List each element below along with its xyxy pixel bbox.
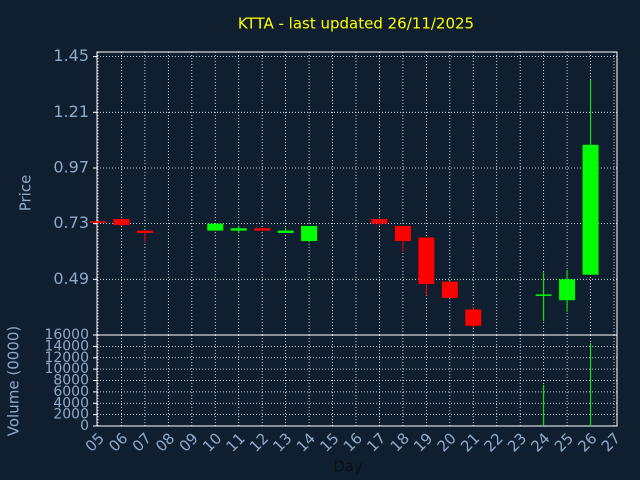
candle-body — [230, 228, 247, 231]
y-tick-label: 6000 — [53, 384, 89, 400]
candle-body — [465, 309, 482, 326]
y-tick-label: 1.45 — [53, 46, 89, 65]
y-tick-label: 16000 — [44, 327, 89, 343]
y-tick-label: 0.97 — [53, 157, 89, 176]
y-axis-label: Price — [17, 175, 35, 212]
y-tick-label: 12000 — [44, 350, 89, 366]
candle-body — [254, 228, 271, 231]
y-tick-label: 14000 — [44, 338, 89, 354]
candle-body — [207, 223, 224, 231]
y-tick-label: 10000 — [44, 361, 89, 377]
y-tick-label: 1.21 — [53, 102, 89, 121]
candle-body — [113, 219, 130, 226]
y-tick-label: 0.73 — [53, 213, 89, 232]
candle-body — [371, 219, 388, 224]
x-axis-label: Day — [333, 458, 363, 476]
y-tick-label: 8000 — [53, 373, 89, 389]
candle-body — [394, 225, 411, 242]
y-axis-label: Volume (0000) — [5, 326, 23, 436]
candle-body — [301, 225, 318, 242]
y-tick-label: 0.49 — [53, 269, 89, 288]
candle-body — [90, 221, 106, 223]
volume-bar — [590, 342, 592, 426]
y-tick-label: 4000 — [53, 395, 89, 411]
candle-body — [441, 281, 458, 298]
candle-body — [418, 237, 435, 284]
candle-body — [582, 144, 599, 275]
y-tick-label: 0 — [80, 418, 89, 434]
candle-body — [136, 230, 153, 233]
volume-bar — [543, 385, 545, 426]
candle-body — [277, 230, 294, 233]
candle-body — [559, 279, 576, 301]
y-tick-label: 2000 — [53, 407, 89, 423]
candle-body — [535, 294, 552, 296]
chart-title: KTTA - last updated 26/11/2025 — [238, 15, 474, 33]
